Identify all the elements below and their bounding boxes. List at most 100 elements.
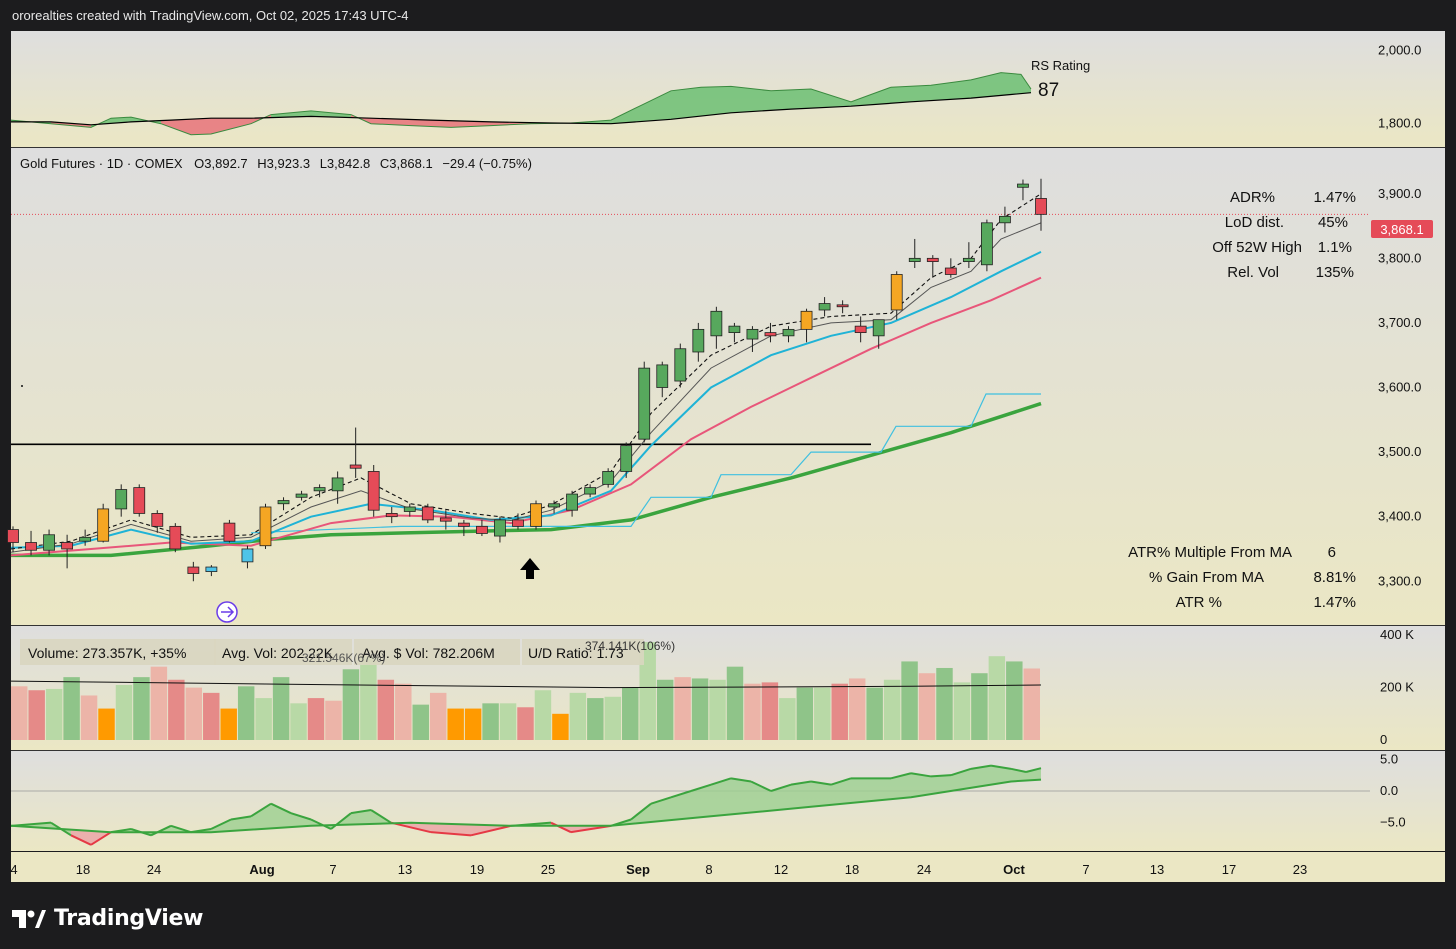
candle	[295, 490, 308, 501]
osc-fast-segment	[150, 824, 172, 837]
osc-fast-segment	[470, 824, 512, 837]
rs-fill-segment	[311, 110, 351, 118]
rs-line	[10, 72, 1032, 136]
candle-body	[692, 328, 705, 353]
rs-fill-segment	[771, 89, 811, 111]
candle-body	[79, 536, 92, 542]
rs-fill-segment	[701, 86, 731, 117]
candle	[818, 297, 831, 317]
volume-bar	[255, 698, 272, 740]
candle-body	[854, 325, 867, 334]
candle	[674, 343, 687, 388]
volume-bar	[499, 703, 517, 740]
osc-fill-segment	[771, 784, 791, 811]
candle	[151, 510, 164, 533]
osc-fill-segment	[831, 778, 851, 805]
candle	[313, 484, 326, 498]
candle-body	[367, 471, 380, 511]
volume-bar	[971, 673, 988, 740]
volume-bar	[377, 679, 395, 740]
osc-fill-segment	[351, 810, 371, 825]
volume-bar	[569, 692, 587, 740]
volume-annotation: 374.141K(106%)	[585, 639, 675, 653]
candle-body	[602, 471, 615, 485]
stat-value: 8.81%	[1313, 569, 1356, 586]
osc-fast-segment	[650, 796, 672, 805]
osc-fast-segment	[910, 772, 932, 778]
osc-fill-segment	[791, 781, 811, 809]
candle-body	[584, 487, 597, 495]
candle-body	[999, 215, 1011, 224]
volume-stat: Volume: 273.357K, +35%	[28, 645, 186, 661]
volume-bar	[918, 673, 936, 740]
tradingview-logo[interactable]: TradingView	[12, 906, 203, 931]
osc-fill-segment	[811, 781, 831, 807]
volume-bar	[831, 683, 848, 740]
candle	[566, 490, 578, 517]
go-to-realtime-icon[interactable]	[216, 601, 238, 623]
volume-bar	[11, 686, 28, 740]
osc-fast-segment	[290, 812, 312, 821]
candle	[403, 503, 416, 517]
dot-marker	[21, 385, 23, 387]
candle-body	[980, 222, 993, 266]
volume-bar	[325, 700, 342, 740]
candle-body	[728, 325, 741, 334]
osc-fast-segment	[430, 831, 472, 837]
osc-fast-segment	[250, 802, 272, 818]
volume-bar	[360, 656, 377, 740]
osc-fast-segment	[310, 818, 332, 830]
candle-body	[43, 534, 55, 551]
candle-body	[476, 525, 488, 534]
candle	[457, 519, 470, 537]
osc-axis-tick: −5.0	[1380, 815, 1406, 830]
candle	[205, 565, 218, 577]
price-axis-tick: 3,700.0	[1378, 315, 1421, 330]
osc-fast-segment	[550, 821, 572, 834]
candle	[926, 255, 939, 278]
candle	[638, 361, 651, 443]
volume-bar	[307, 698, 325, 740]
osc-fast-segment	[90, 831, 112, 846]
volume-bar	[98, 708, 115, 740]
volume-bar	[63, 677, 80, 740]
volume-bar	[342, 669, 360, 740]
tradingview-icon	[12, 909, 46, 928]
candle-body	[61, 542, 74, 550]
stat-value: 45%	[1318, 214, 1348, 231]
candle-body	[494, 519, 506, 537]
volume-bar	[761, 682, 779, 740]
volume-bar	[709, 679, 726, 740]
osc-fast-segment	[750, 780, 772, 792]
candle-body	[926, 257, 939, 262]
price-axis-tick: 3,900.0	[1378, 186, 1421, 201]
volume-bar	[220, 708, 237, 740]
candle	[746, 326, 759, 352]
time-axis-tick: 8	[705, 862, 712, 877]
osc-fast-segment	[790, 780, 812, 786]
chart-area[interactable]: 2,000.0 1,800.0 3,900.0 3,800.0 3,700.0 3,60…	[0, 30, 1456, 886]
volume-annotation: 321.546K(67%)	[302, 651, 385, 665]
candle	[367, 465, 380, 517]
time-axis-tick: Aug	[249, 862, 274, 877]
volume-bar	[45, 688, 63, 740]
volume-bar	[814, 687, 831, 740]
candle	[223, 519, 236, 543]
price-axis-tick: 3,300.0	[1378, 573, 1421, 588]
time-axis-tick: 4	[10, 862, 17, 877]
price-panel: 3,900.0 3,800.0 3,700.0 3,600.0 3,500.0 3,400…	[7, 178, 1421, 588]
candle-body	[890, 274, 903, 311]
stat-label: Rel. Vol	[1227, 264, 1279, 281]
candle	[836, 300, 849, 314]
volume-panel: 400 K 200 K 0	[10, 627, 1414, 747]
candle	[79, 529, 92, 546]
osc-fast-segment	[330, 812, 352, 830]
rs-fill-segment	[1001, 72, 1021, 96]
candle-body	[421, 506, 434, 521]
volume-bar	[237, 686, 255, 740]
rs-fill-segment	[271, 110, 311, 118]
candle-body	[566, 493, 578, 511]
candle	[548, 500, 560, 514]
candle-body	[385, 513, 398, 518]
symbol-legend: Gold Futures · 1D · COMEX O3,892.7 H3,92…	[20, 156, 532, 171]
